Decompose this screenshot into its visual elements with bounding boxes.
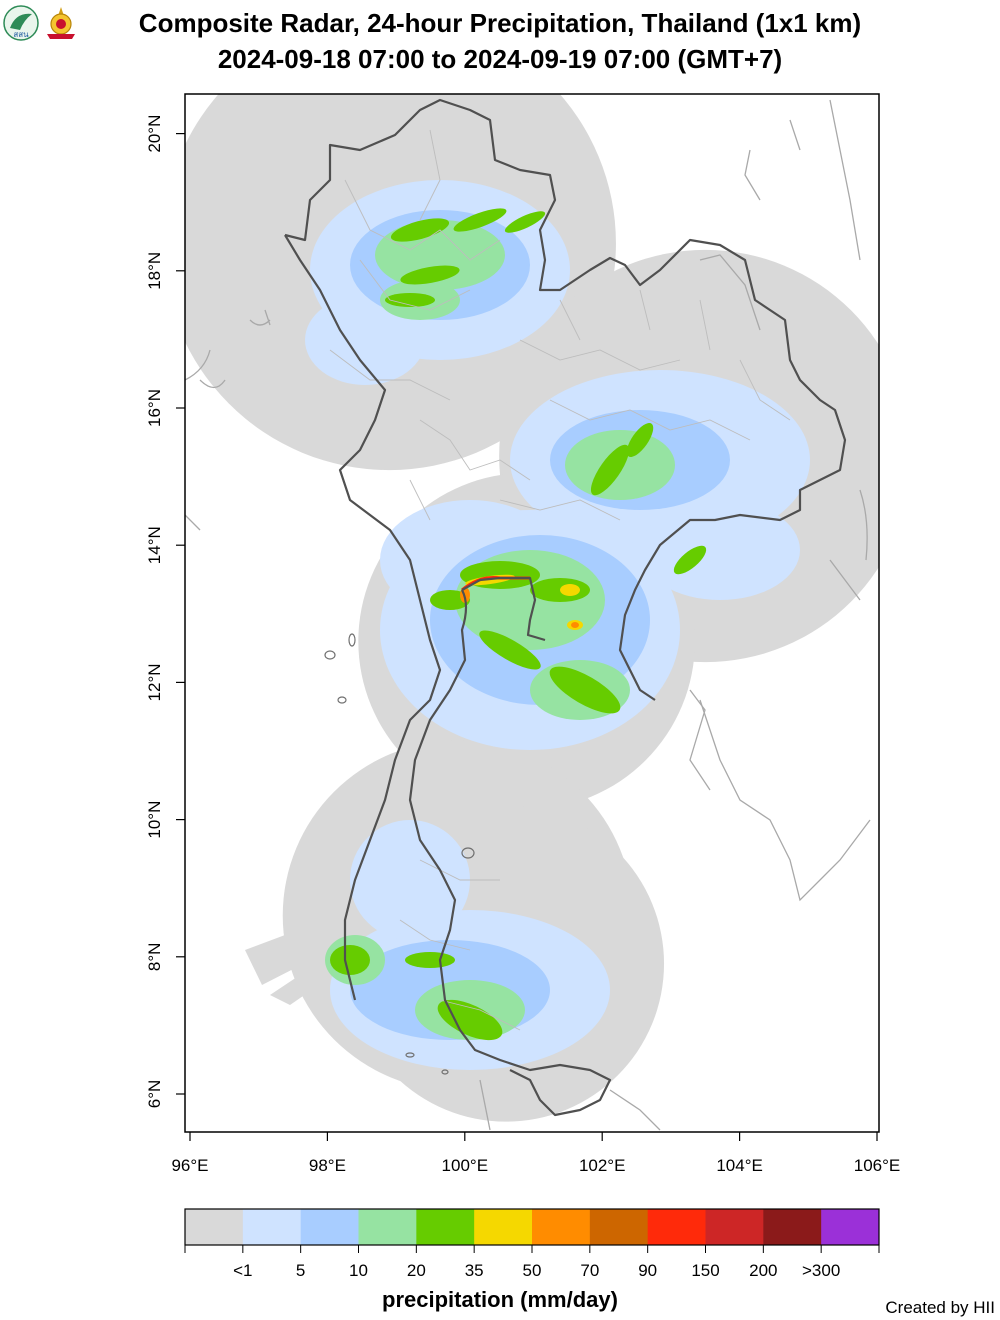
rain-intense-south-2 [330, 945, 370, 975]
rain-extreme-2 [560, 584, 580, 596]
rain-intense-northeast-1 [590, 444, 630, 496]
x-tick-label: 96°E [171, 1156, 208, 1175]
rain-light-southeast [640, 500, 800, 600]
royal-emblem-logo [42, 4, 80, 42]
colorbar-label: 50 [522, 1261, 542, 1280]
colorbar-swatch [185, 1209, 244, 1245]
x-tick-label: 98°E [309, 1156, 346, 1175]
rain-intense-south-1 [437, 999, 503, 1041]
colorbar-title: precipitation (mm/day) [382, 1287, 618, 1312]
rain-intense-north-3 [400, 265, 460, 285]
x-tick-label: 106°E [854, 1156, 901, 1175]
y-tick-label: 8°N [145, 943, 164, 972]
province-boundaries [329, 129, 791, 1031]
rain-extreme-6 [571, 622, 579, 628]
map-axes: 96°E 98°E 100°E 102°E 104°E 106°E 6°N 8°N 10°N 12… [145, 115, 900, 1175]
colorbar-swatch [300, 1209, 359, 1245]
rain-intense-northeast-2 [626, 422, 654, 458]
y-tick-label: 20°N [145, 115, 164, 153]
colorbar-swatch [589, 1209, 649, 1245]
rain-light-south-2 [350, 820, 470, 940]
colorbar-swatch [474, 1209, 533, 1245]
rain-intense-central-4 [549, 666, 621, 714]
map-title: Composite Radar, 24-hour Precipitation, … [138, 8, 862, 38]
rain-intense-north-4 [385, 293, 435, 307]
rain-intense-east [673, 545, 707, 575]
map-subtitle-period: 2024-09-18 07:00 to 2024-09-19 07:00 (GM… [217, 44, 783, 74]
colorbar [184, 1208, 880, 1253]
colorbar-label: <1 [233, 1261, 253, 1280]
y-tick-label: 18°N [145, 252, 164, 290]
y-tick-label: 16°N [145, 389, 164, 427]
rain-intense-central-3 [479, 630, 541, 670]
colorbar-swatch [416, 1209, 475, 1245]
rain-intense-north-5 [504, 211, 546, 233]
colorbar-swatch [532, 1209, 591, 1245]
colorbar-label: >300 [802, 1261, 841, 1280]
colorbar-label: 90 [638, 1261, 658, 1280]
rain-light-north-2 [305, 295, 425, 385]
neighbour-boundaries [185, 99, 871, 1131]
hii-logo: สสน [2, 4, 40, 42]
rain-intense-north-1 [390, 218, 450, 242]
x-tick-label: 104°E [716, 1156, 763, 1175]
colorbar-swatch [821, 1209, 880, 1245]
map-frame [184, 93, 880, 1133]
colorbar-label: 150 [691, 1261, 720, 1280]
x-tick-label: 102°E [579, 1156, 626, 1175]
colorbar-label: 20 [406, 1261, 426, 1280]
colorbar-swatch [358, 1209, 417, 1245]
map-plot-area [185, 94, 879, 1131]
y-tick-label: 10°N [145, 801, 164, 839]
y-tick-label: 6°N [145, 1080, 164, 1109]
colorbar-swatch [242, 1209, 302, 1245]
svg-text:สสน: สสน [13, 30, 29, 39]
thailand-boundary [284, 98, 847, 1117]
y-tick-label: 12°N [145, 663, 164, 701]
y-tick-label: 14°N [145, 526, 164, 564]
colorbar-swatch [647, 1209, 706, 1245]
colorbar-label: 10 [349, 1261, 368, 1280]
radar-beam-west [245, 905, 365, 985]
colorbar-label: 5 [295, 1261, 306, 1280]
rain-intense-south-3 [405, 952, 455, 968]
colorbar-label: 200 [749, 1261, 778, 1280]
credit-text: Created by HII [885, 1298, 995, 1317]
rain-intense-north-2 [453, 208, 507, 232]
colorbar-swatch [705, 1209, 764, 1245]
colorbar-label: 35 [464, 1261, 484, 1280]
colorbar-label: 70 [580, 1261, 600, 1280]
colorbar-swatch [763, 1209, 822, 1245]
x-tick-label: 100°E [442, 1156, 489, 1175]
island-outlines [324, 633, 475, 1075]
